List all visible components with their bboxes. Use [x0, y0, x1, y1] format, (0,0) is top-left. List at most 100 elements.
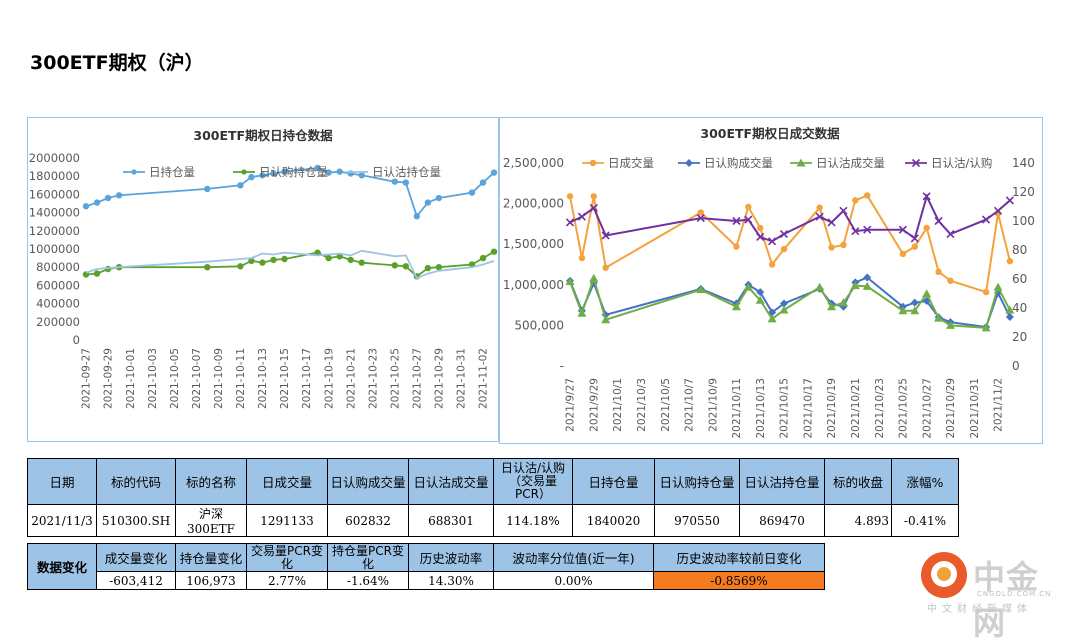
chart2-point: [851, 227, 860, 236]
chart1-x-tick: 2021-10-11: [235, 348, 247, 409]
chart1-point: [82, 203, 90, 210]
chart2-point: [602, 264, 609, 271]
chart2-point: [731, 302, 741, 311]
chart2-point: [910, 234, 919, 243]
chart1-y-tick: 1000000: [29, 242, 80, 256]
chart2-point: [935, 268, 942, 276]
chart2-x-tick: 2021/11/2: [993, 378, 1005, 432]
chart1-point: [402, 179, 410, 186]
chart2-point: [934, 216, 943, 226]
logo-name: 中金网: [973, 558, 1040, 642]
header-position-change: 持仓量变化: [175, 543, 247, 572]
chart2-point: [577, 212, 586, 221]
chart2-x-tick: 2021/10/5: [660, 378, 672, 432]
chart1-point: [237, 263, 244, 270]
chart2-point: [982, 215, 991, 224]
chart1-x-tick: 2021-10-09: [213, 348, 225, 409]
chart1-x-tick: 2021-09-29: [103, 348, 115, 409]
chart2-x-tick: 2021/10/31: [969, 378, 981, 439]
chart2-point: [743, 282, 753, 291]
chart2-y-right-tick: 0: [1012, 359, 1020, 373]
cell-call-volume: 602832: [327, 504, 409, 537]
chart2-point: [780, 245, 788, 253]
chart1-y-tick: 1600000: [29, 187, 80, 201]
cell-date: 2021/11/3: [27, 504, 97, 537]
daily-position-chart: 300ETF期权日持仓数据 0 200000 400000 600000 800000 10…: [29, 128, 498, 409]
chart2-x-tick: 2021/10/29: [945, 378, 957, 439]
chart2-x-tick: 2021/10/1: [612, 378, 624, 432]
chart1-y-tick: 600000: [36, 278, 80, 292]
chart2-point: [840, 241, 847, 249]
chart1-x-tick: 2021-10-03: [147, 348, 159, 409]
chart1-x-tick: 2021-10-07: [191, 348, 203, 409]
cell-code: 510300.SH: [96, 504, 176, 537]
chart2-point: [779, 305, 789, 314]
chart1-title: 300ETF期权日持仓数据: [193, 128, 333, 143]
chart1-x-tick: 2021-10-19: [323, 348, 335, 409]
chart2-point: [755, 295, 765, 304]
chart1-point: [281, 168, 288, 175]
chart1-legend-marker: [131, 169, 137, 175]
change-header-row: 数据变化 成交量变化 持仓量变化 交易量PCR变化 持仓量PCR变化 历史波动率…: [27, 543, 825, 590]
summary-table: 日期 标的代码 标的名称 日成交量 日认购成交量 日认沽成交量 日认沽/认购（交…: [27, 458, 959, 537]
chart2-y-left-tick: 2,000,000: [503, 197, 564, 211]
chart2-y-right-tick: 20: [1012, 330, 1027, 344]
chart1-point: [424, 264, 432, 272]
chart1-x-tick: 2021-10-31: [456, 348, 468, 409]
header-volume-change: 成交量变化: [96, 543, 176, 572]
chart1-x-tick: 2021-10-01: [125, 348, 137, 409]
change-table: 数据变化 成交量变化 持仓量变化 交易量PCR变化 持仓量PCR变化 历史波动率…: [27, 543, 825, 590]
chart2-point: [732, 216, 741, 226]
chart2-legend-label: 日认沽/认购: [931, 156, 992, 170]
chart2-point: [839, 206, 848, 215]
chart1-point: [490, 248, 498, 255]
chart2-point: [565, 277, 575, 286]
chart1-x-tick: 2021-10-23: [367, 348, 379, 409]
chart2-point: [922, 289, 932, 298]
chart2-point: [756, 232, 765, 242]
chart1-point: [104, 194, 112, 202]
header-put-position: 日认沽持仓量: [739, 458, 825, 505]
chart2-y-left-tick: -: [560, 359, 564, 373]
chart2-point: [828, 244, 835, 251]
chart2-x-tick: 2021/10/17: [802, 378, 814, 439]
chart2-point: [863, 273, 872, 282]
chart2-legend-label: 日认沽成交量: [816, 156, 885, 170]
page-title: 300ETF期权（沪）: [30, 52, 204, 74]
chart2-point: [565, 218, 575, 227]
chart2-point: [864, 192, 871, 199]
chart2-point: [757, 224, 764, 232]
cell-position-change: 106,973: [175, 571, 247, 590]
cell-put-volume: 688301: [408, 504, 494, 537]
chart2-legend-label: 日成交量: [608, 156, 654, 170]
chart2-point: [862, 281, 872, 290]
chart2-point: [911, 243, 918, 250]
chart2-point: [816, 204, 823, 211]
chart2-legend-marker: [911, 158, 921, 168]
chart2-point: [589, 203, 598, 213]
header-change: 涨幅%: [891, 458, 959, 505]
chart2-point: [768, 308, 777, 317]
chart2-y-left-tick: 1,000,000: [503, 278, 564, 292]
chart2-x-tick: 2021/10/21: [850, 378, 862, 439]
chart2-point: [899, 250, 907, 258]
chart2-point: [945, 320, 955, 329]
header-position-pcr-change: 持仓量PCR变化: [327, 543, 409, 572]
chart1-point: [435, 194, 443, 202]
header-hist-vol-change: 历史波动率较前日变化: [653, 543, 825, 572]
chart1-point: [204, 185, 211, 193]
chart2-x-tick: 2021/10/11: [731, 378, 743, 439]
header-call-volume: 日认购成交量: [327, 458, 409, 505]
chart2-x-tick: 2021/10/3: [636, 378, 648, 432]
chart2-point: [768, 237, 777, 246]
cell-volume-pcr-change: 2.77%: [246, 571, 328, 590]
chart1-point: [281, 255, 288, 263]
cell-volume-pcr: 114.18%: [493, 504, 573, 537]
chart2-point: [768, 261, 776, 268]
header-volume-pcr: 日认沽/认购（交易量PCR）: [493, 458, 573, 505]
cell-volume-change: -603,412: [96, 571, 176, 590]
chart1-series-line: [85, 249, 495, 280]
chart2-x-tick: 2021/9/27: [565, 378, 577, 432]
cell-position-pcr-change: -1.64%: [327, 571, 409, 590]
daily-volume-chart: 300ETF期权日成交数据 - 500,000 1,000,000 1,500,000 2…: [503, 126, 1035, 439]
